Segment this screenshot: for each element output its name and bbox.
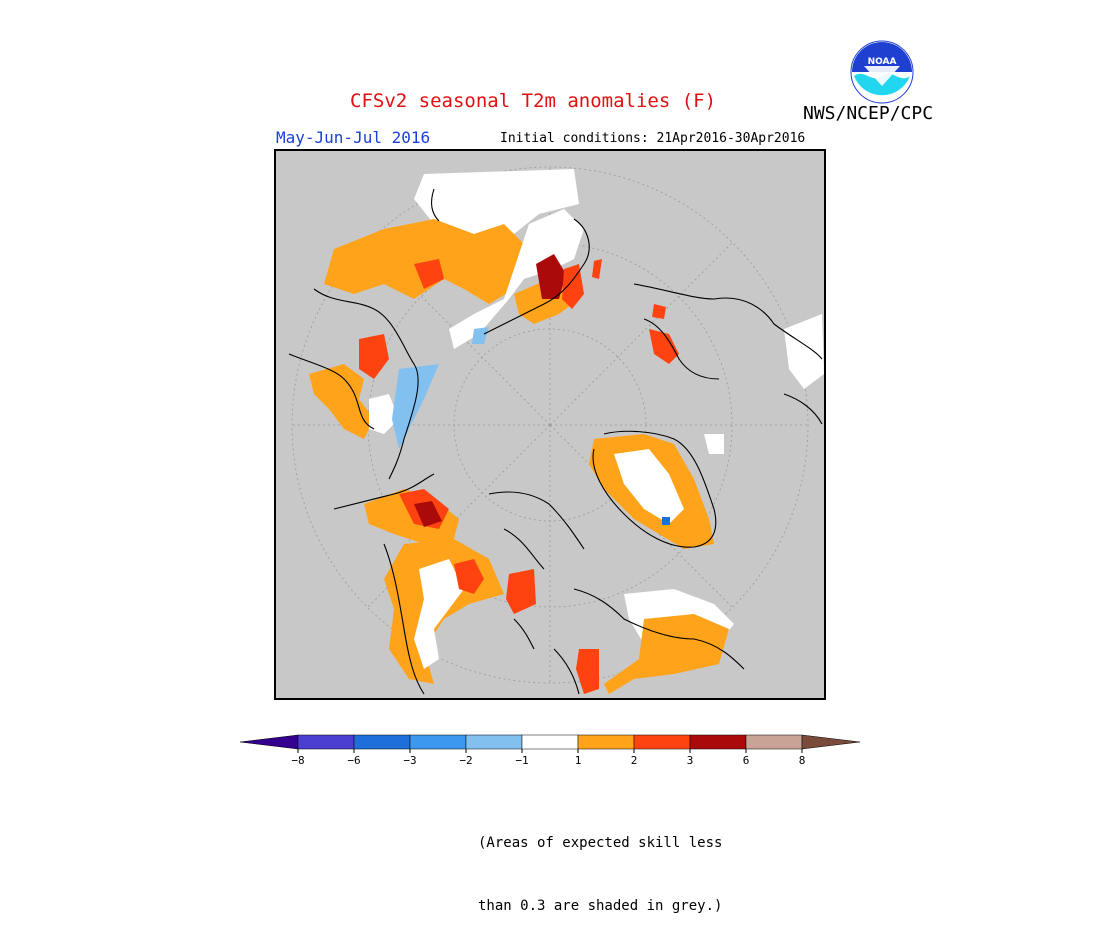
region-greenland-anomaly-blue [662, 517, 670, 525]
region-pacific-lightblue [392, 364, 439, 449]
region-scandinavia-red [649, 329, 679, 364]
region-asia-red [414, 259, 444, 289]
skill-footnote: (Areas of expected skill less than 0.3 a… [478, 791, 722, 938]
colorbar-tick-label: 8 [799, 754, 806, 767]
latitude-circle-outer [291, 166, 809, 684]
colorbar-bin-7 [633, 734, 691, 750]
region-east-asia-darkred [536, 254, 566, 299]
region-northeast-america-orange [604, 614, 729, 694]
region-pacific-white [369, 394, 399, 434]
agency-label: NWS/NCEP/CPC [803, 103, 934, 124]
colorbar-bin-8 [689, 734, 747, 750]
colorbar-tick-label: 6 [743, 754, 750, 767]
region-siberia-white [449, 209, 584, 349]
region-europe-red-small [652, 304, 666, 319]
colorbar-bin-max-arrow [801, 734, 861, 750]
initial-conditions-label: Initial conditions: 21Apr2016-30Apr2016 [500, 131, 806, 146]
logo-lettering: NOAA [868, 57, 897, 67]
colorbar-bin-3 [409, 734, 467, 750]
region-canada-red [454, 559, 484, 594]
footnote-line-1: (Areas of expected skill less [478, 835, 723, 851]
map-title-text: CFSv2 seasonal T2m anomalies (F) [350, 90, 717, 112]
coastlines [288, 188, 823, 695]
colorbar-bin-5 [521, 734, 579, 750]
region-asia-white [414, 169, 579, 239]
colorbar-tick-label: 2 [631, 754, 638, 767]
colorbar-tick-label: −2 [459, 754, 472, 767]
colorbar-tick-label: 1 [575, 754, 582, 767]
colorbar-tick-label: −6 [347, 754, 360, 767]
polar-map [274, 149, 826, 700]
region-iceland-white [704, 434, 724, 454]
region-canada-white [414, 559, 464, 669]
region-pacific-red [359, 334, 389, 379]
colorbar-legend: −8 −6 −3 −2 −1 1 2 3 6 8 [239, 734, 861, 767]
colorbar-bin-min-arrow [239, 734, 299, 750]
region-greenland-west-red [576, 649, 599, 694]
region-hudson-red [506, 569, 536, 614]
colorbar-bin-2 [353, 734, 411, 750]
footnote-line-2: than 0.3 are shaded in grey.) [478, 898, 723, 914]
region-pacific-orange [309, 364, 374, 439]
region-greenland-white [614, 449, 684, 524]
colorbar-bin-9 [745, 734, 803, 750]
season-label: May-Jun-Jul 2016 [276, 128, 431, 147]
region-alaska-darkred [414, 501, 442, 527]
colorbar-tick-label: 3 [687, 754, 694, 767]
colorbar-tick-label: −3 [403, 754, 416, 767]
region-asia-orange [324, 219, 524, 304]
noaa-logo-icon: NOAA [850, 40, 914, 104]
colorbar-tick-label: −8 [291, 754, 304, 767]
region-east-asia-red [562, 264, 584, 309]
colorbar-tick-labels: −8 −6 −3 −2 −1 1 2 3 6 8 [291, 749, 805, 767]
colorbar-bin-1 [297, 734, 355, 750]
region-europe-white [784, 314, 824, 389]
colorbar-bins [239, 734, 861, 750]
colorbar-tick-label: −1 [515, 754, 528, 767]
colorbar-bin-6 [577, 734, 635, 750]
region-kamchatka-red [592, 259, 602, 279]
region-mongolia-lightblue [472, 327, 489, 344]
colorbar-bin-4 [465, 734, 523, 750]
